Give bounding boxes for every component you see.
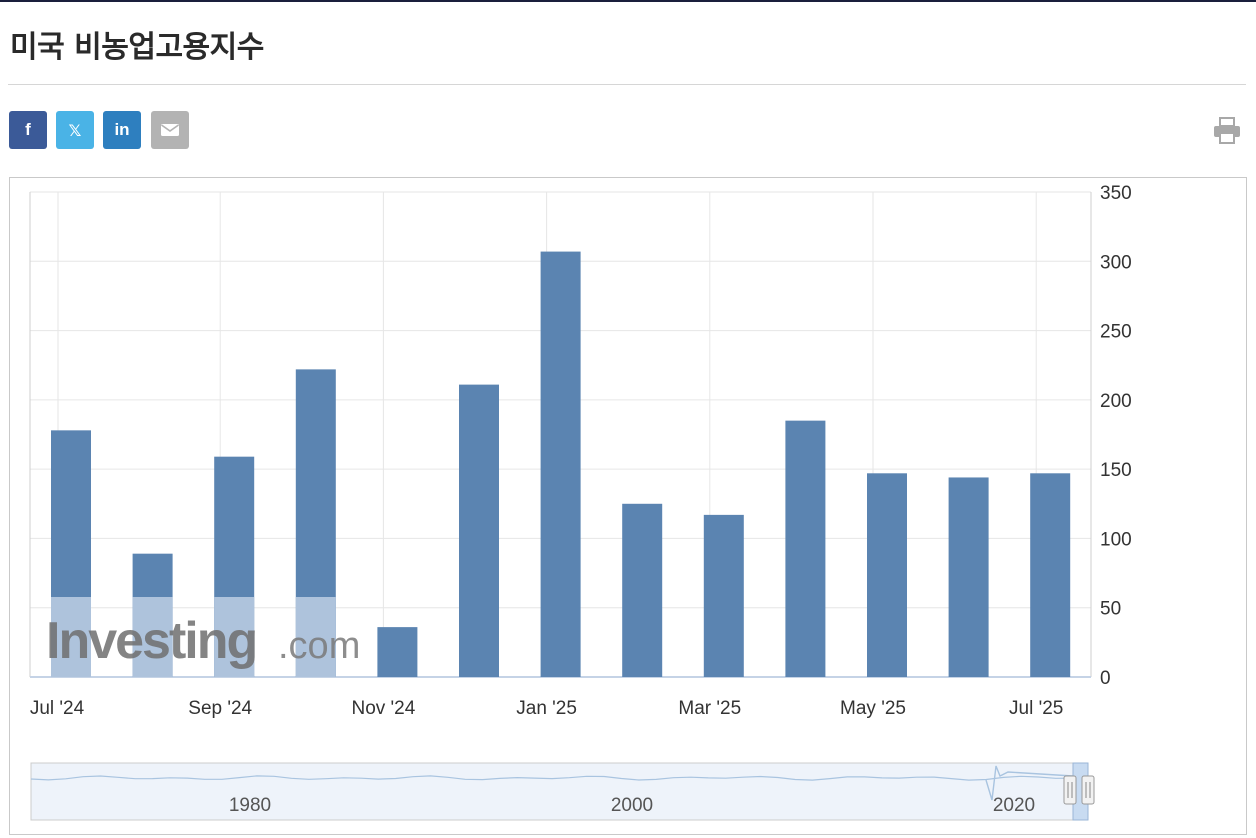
bar[interactable] xyxy=(459,384,499,677)
navigator-spike xyxy=(985,765,1074,801)
facebook-share-button[interactable]: f xyxy=(9,111,47,149)
y-tick-label: 150 xyxy=(1100,460,1132,481)
bar[interactable] xyxy=(867,473,907,677)
x-tick-label: Jul '25 xyxy=(1009,698,1063,719)
bar[interactable] xyxy=(540,251,581,678)
navigator-label: 2020 xyxy=(993,795,1035,816)
printer-icon[interactable] xyxy=(1212,117,1242,145)
x-tick-label: May '25 xyxy=(840,698,906,719)
twitter-icon: 𝕏 xyxy=(68,120,82,140)
bar[interactable] xyxy=(703,514,744,677)
x-tick-label: Jul '24 xyxy=(30,698,85,719)
facebook-icon: f xyxy=(25,120,31,139)
y-tick-label: 350 xyxy=(1100,183,1132,204)
email-share-button[interactable] xyxy=(151,111,189,149)
linkedin-share-button[interactable]: in xyxy=(103,111,141,149)
watermark-suffix: .com xyxy=(278,625,360,667)
bar-overlay xyxy=(214,597,255,677)
bar-overlay xyxy=(51,597,91,677)
chart-container xyxy=(9,177,1247,835)
x-tick-label: Nov '24 xyxy=(351,698,415,719)
bar-overlay xyxy=(295,597,336,677)
bars xyxy=(51,251,1071,678)
y-tick-label: 100 xyxy=(1100,529,1132,550)
navigator-track xyxy=(30,762,1074,821)
bar-overlay xyxy=(132,597,173,677)
navigator-handle[interactable] xyxy=(1063,775,1077,805)
twitter-share-button[interactable]: 𝕏 xyxy=(56,111,94,149)
title-divider xyxy=(8,84,1246,85)
bar[interactable] xyxy=(622,503,663,677)
range-navigator[interactable]: 1980 2000 2020 xyxy=(30,762,1095,821)
bar[interactable] xyxy=(948,477,989,677)
x-tick-label: Jan '25 xyxy=(516,698,577,719)
mail-icon xyxy=(161,124,179,136)
top-border xyxy=(0,0,1256,2)
linkedin-icon: in xyxy=(114,120,130,139)
y-tick-label: 200 xyxy=(1100,391,1132,412)
bar[interactable] xyxy=(377,627,418,677)
y-tick-label: 250 xyxy=(1100,322,1132,343)
bar[interactable] xyxy=(785,420,826,677)
navigator-handle[interactable] xyxy=(1081,775,1095,805)
x-tick-label: Mar '25 xyxy=(678,698,741,719)
page-title: 미국 비농업고용지수 xyxy=(10,30,264,65)
y-axis-ticks: 0 50 100 150 200 250 300 350 xyxy=(1100,183,1132,689)
navigator-series xyxy=(30,775,1074,781)
y-tick-label: 50 xyxy=(1100,599,1121,620)
bar[interactable] xyxy=(1030,473,1071,677)
navigator-label: 1980 xyxy=(229,795,271,816)
navigator-label: 2000 xyxy=(611,795,653,816)
y-tick-label: 0 xyxy=(1100,668,1111,689)
x-axis-ticks: Jul '24 Sep '24 Nov '24 Jan '25 Mar '25 May '… xyxy=(30,698,1064,719)
y-tick-label: 300 xyxy=(1100,252,1132,273)
watermark-brand: Investing xyxy=(46,612,256,670)
investing-watermark: Investing .com xyxy=(46,612,360,670)
x-tick-label: Sep '24 xyxy=(188,698,252,719)
